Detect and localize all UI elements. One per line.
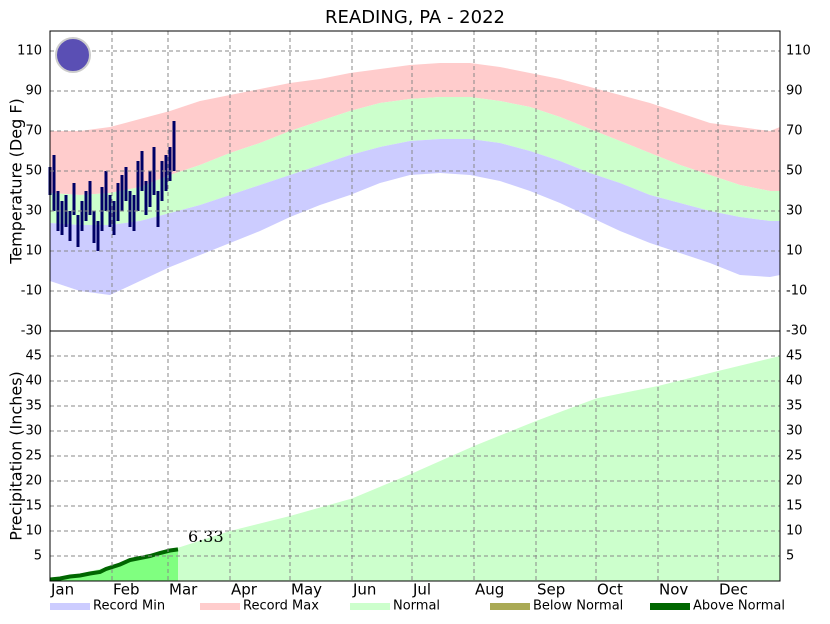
observed-bar (92, 211, 96, 243)
y-tick-label: 40 (25, 374, 42, 389)
observed-bar (60, 201, 64, 235)
y-tick-label: 10 (25, 524, 42, 539)
observed-bar (112, 201, 116, 235)
y2-tick-label: 25 (786, 449, 803, 464)
y2-tick-label: 5 (786, 549, 794, 564)
legend-swatch (350, 603, 390, 610)
y-tick-label: 70 (25, 124, 42, 139)
observed-bar (160, 161, 164, 201)
y-tick-label: -10 (21, 284, 42, 299)
y2-tick-label: 30 (786, 204, 803, 219)
legend-label: Record Min (93, 599, 165, 614)
y-axis-title: Temperature (Deg F) (7, 98, 26, 265)
x-tick-label: Jul (412, 581, 431, 599)
observed-bar (100, 187, 104, 231)
observed-bar (164, 155, 168, 191)
y2-tick-label: 10 (786, 524, 803, 539)
legend-swatch (50, 603, 90, 610)
legend-swatch (490, 603, 530, 610)
y2-tick-label: 30 (786, 424, 803, 439)
observed-bar (172, 121, 176, 171)
x-tick-label: Oct (597, 581, 623, 599)
y2-tick-label: 110 (786, 44, 811, 59)
y2-tick-label: 10 (786, 244, 803, 259)
y2-tick-label: 45 (786, 349, 803, 364)
y-tick-label: 50 (25, 164, 42, 179)
plot-border (49, 330, 781, 582)
y-tick-label: 20 (25, 474, 42, 489)
x-tick-label: Feb (113, 581, 140, 599)
observed-bar (148, 171, 152, 207)
y-tick-label: 15 (25, 499, 42, 514)
y-tick-label: 5 (34, 549, 42, 564)
observed-bar (128, 191, 132, 227)
y-tick-label: 10 (25, 244, 42, 259)
observed-bar (80, 201, 84, 231)
y2-tick-label: 15 (786, 499, 803, 514)
observed-bar (88, 181, 92, 215)
observed-bar (132, 195, 136, 231)
normal-area (50, 97, 780, 225)
x-tick-label: Sep (537, 581, 565, 599)
chart-title: READING, PA - 2022 (325, 7, 505, 28)
logo (55, 37, 91, 73)
y2-tick-label: 90 (786, 84, 803, 99)
y2-tick-label: -30 (786, 324, 807, 339)
x-tick-label: Mar (169, 581, 198, 599)
y-tick-label: 110 (17, 44, 42, 59)
normal-precip-area (50, 356, 780, 581)
legend-swatch (200, 603, 240, 610)
y-tick-label: 90 (25, 84, 42, 99)
observed-bar (136, 161, 140, 211)
observed-bar (144, 181, 148, 215)
record-min-area (50, 139, 780, 295)
y-tick-label: 30 (25, 424, 42, 439)
x-tick-label: Jan (50, 581, 74, 599)
observed-bar (72, 183, 76, 215)
legend-label: Below Normal (533, 599, 623, 614)
legend-label: Record Max (243, 599, 319, 614)
observed-bar (84, 191, 88, 221)
observed-bar (124, 167, 128, 201)
observed-bar (68, 211, 72, 241)
y-tick-label: 25 (25, 449, 42, 464)
x-tick-label: Apr (231, 581, 258, 599)
observed-bar (52, 155, 56, 211)
data-label: 6.33 (188, 527, 224, 546)
y2-tick-label: 40 (786, 374, 803, 389)
legend-swatch (650, 603, 690, 610)
observed-bar (156, 191, 160, 227)
x-tick-label: Dec (719, 581, 748, 599)
observed-bar (96, 221, 100, 251)
y-tick-label: -30 (21, 324, 42, 339)
observed-bar (152, 147, 156, 195)
y-tick-label: 35 (25, 399, 42, 414)
x-tick-label: Nov (659, 581, 688, 599)
observed-bar (116, 183, 120, 221)
above-normal-line (49, 547, 179, 582)
y2-tick-label: -10 (786, 284, 807, 299)
legend-label: Normal (393, 599, 440, 614)
x-tick-label: Jun (352, 581, 376, 599)
y2-tick-label: 20 (786, 474, 803, 489)
y-tick-label: 45 (25, 349, 42, 364)
observed-bar (104, 171, 108, 211)
y2-tick-label: 70 (786, 124, 803, 139)
observed-bar (76, 215, 80, 247)
record-max-area (50, 63, 780, 195)
y-tick-label: 30 (25, 204, 42, 219)
x-tick-label: May (291, 581, 322, 599)
observed-bar (168, 147, 172, 181)
legend-label: Above Normal (693, 599, 785, 614)
y2-tick-label: 50 (786, 164, 803, 179)
x-tick-label: Aug (475, 581, 504, 599)
y-axis-title: Precipitation (Inches) (7, 371, 26, 541)
y2-tick-label: 35 (786, 399, 803, 414)
observed-bar (120, 175, 124, 211)
